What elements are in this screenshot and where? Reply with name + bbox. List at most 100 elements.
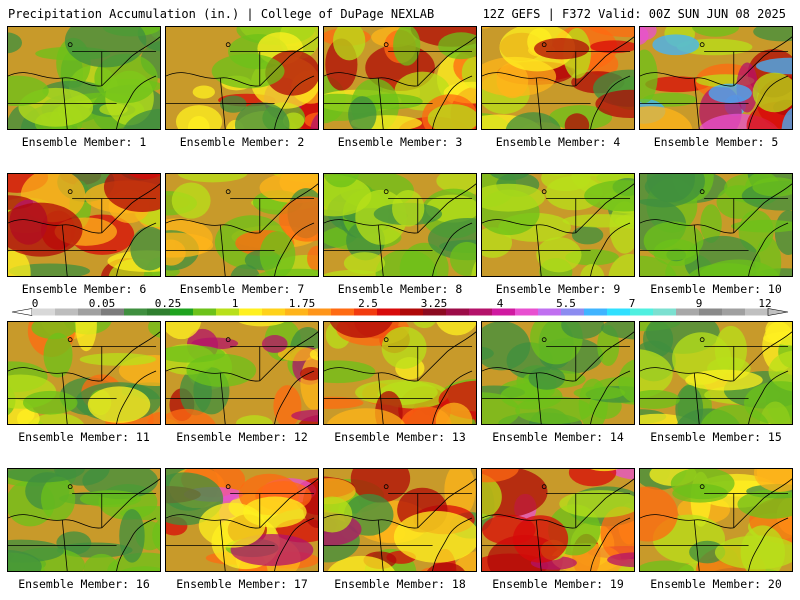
ensemble-map-panel xyxy=(639,173,793,277)
map-boundary-line xyxy=(432,75,473,129)
precip-field-map xyxy=(8,174,160,276)
station-marker xyxy=(225,42,231,48)
precip-blob xyxy=(744,381,792,424)
precip-blob xyxy=(87,386,151,424)
precip-blob xyxy=(640,49,658,104)
map-boundary-line xyxy=(432,517,473,571)
station-marker xyxy=(67,189,73,195)
map-boundary-line xyxy=(640,219,734,234)
map-boundary-line xyxy=(324,514,418,529)
precip-blob xyxy=(753,27,792,42)
colorbar-tick-label: 5.5 xyxy=(556,297,576,310)
precip-blob xyxy=(755,57,792,75)
precip-field-map xyxy=(166,174,318,276)
precip-blob xyxy=(358,93,423,110)
precip-blob xyxy=(426,562,465,571)
map-boundary-line xyxy=(733,331,792,382)
colorbar-tick-label: 1.75 xyxy=(288,297,316,310)
valid-time-label: 12Z GEFS | F372 Valid: 00Z SUN JUN 08 20… xyxy=(482,7,786,21)
precip-blob xyxy=(482,473,502,520)
precip-blob xyxy=(536,237,582,273)
precip-field-map xyxy=(482,469,634,571)
precip-field-map xyxy=(640,322,792,424)
precip-blob xyxy=(326,408,405,424)
colorbar-swatch xyxy=(78,308,102,316)
precip-blob xyxy=(708,83,752,104)
precip-blob xyxy=(561,322,604,339)
precip-blob xyxy=(123,108,160,129)
ensemble-map-panel xyxy=(323,321,477,425)
precip-blob xyxy=(166,239,186,266)
station-marker xyxy=(225,189,231,195)
station-marker xyxy=(383,189,389,195)
map-boundary-line xyxy=(733,478,792,529)
precip-blob xyxy=(166,408,216,424)
colorbar-tick-label: 1 xyxy=(231,297,239,310)
precip-blob xyxy=(640,106,693,129)
precip-field-map xyxy=(8,322,160,424)
colorbar-tick-label: 12 xyxy=(758,297,772,310)
map-boundary-line xyxy=(101,331,160,382)
colorbar-tick-label: 0.05 xyxy=(88,297,116,310)
ensemble-map-panel xyxy=(481,173,635,277)
precip-blob xyxy=(83,553,120,571)
ensemble-map-panel xyxy=(639,321,793,425)
map-boundary-line xyxy=(640,72,734,87)
map-boundary-line xyxy=(417,331,476,382)
precip-field-map xyxy=(640,27,792,129)
precip-blob xyxy=(40,476,76,521)
precip-blob xyxy=(438,32,476,60)
map-boundary-line xyxy=(482,367,576,382)
precip-field-map xyxy=(324,27,476,129)
map-boundary-line xyxy=(417,36,476,87)
station-marker xyxy=(67,337,73,343)
ensemble-member-label: Ensemble Member: 17 xyxy=(176,577,308,591)
map-boundary-line xyxy=(274,75,315,129)
precip-blob xyxy=(564,113,590,129)
precip-blob xyxy=(171,182,211,219)
precip-blob xyxy=(461,56,476,89)
precip-blob xyxy=(609,201,634,254)
colorbar-min-arrow xyxy=(11,308,33,316)
precip-blob xyxy=(148,322,160,338)
precip-blob xyxy=(219,95,247,113)
precip-blob xyxy=(8,75,49,107)
ensemble-map-panel xyxy=(639,468,793,572)
colorbar-swatch xyxy=(561,308,585,316)
colorbar-swatch xyxy=(630,308,654,316)
colorbar-swatch xyxy=(32,308,56,316)
map-boundary-line xyxy=(116,517,157,571)
ensemble-member-label: Ensemble Member: 19 xyxy=(492,577,624,591)
ensemble-map-panel xyxy=(165,173,319,277)
precip-blob xyxy=(186,353,257,387)
map-boundary-line xyxy=(590,75,631,129)
ensemble-member-label: Ensemble Member: 15 xyxy=(650,430,782,444)
precip-field-map xyxy=(166,27,318,129)
ensemble-member-label: Ensemble Member: 18 xyxy=(334,577,466,591)
precip-blob xyxy=(436,174,476,195)
precip-blob xyxy=(607,552,634,568)
colorbar-swatch xyxy=(722,308,746,316)
map-boundary-line xyxy=(116,370,157,424)
precip-blob xyxy=(482,469,519,483)
map-boundary-line xyxy=(324,367,418,382)
precip-blob xyxy=(343,252,386,275)
station-marker xyxy=(699,42,705,48)
colorbar-swatch xyxy=(239,308,263,316)
colorbar-swatch xyxy=(170,308,194,316)
map-boundary-line xyxy=(482,219,576,234)
ensemble-member-label: Ensemble Member: 14 xyxy=(492,430,624,444)
ensemble-map-panel xyxy=(7,468,161,572)
colorbar-swatch xyxy=(423,308,447,316)
map-boundary-line xyxy=(274,517,315,571)
precip-blob xyxy=(435,402,473,424)
precip-blob xyxy=(307,245,318,272)
precip-blob xyxy=(449,241,476,276)
precip-blob xyxy=(8,32,23,54)
map-boundary-line xyxy=(748,75,789,129)
precip-blob xyxy=(8,249,31,276)
ensemble-member-label: Ensemble Member: 12 xyxy=(176,430,308,444)
colorbar-swatch xyxy=(101,308,125,316)
precip-blob xyxy=(238,322,285,327)
